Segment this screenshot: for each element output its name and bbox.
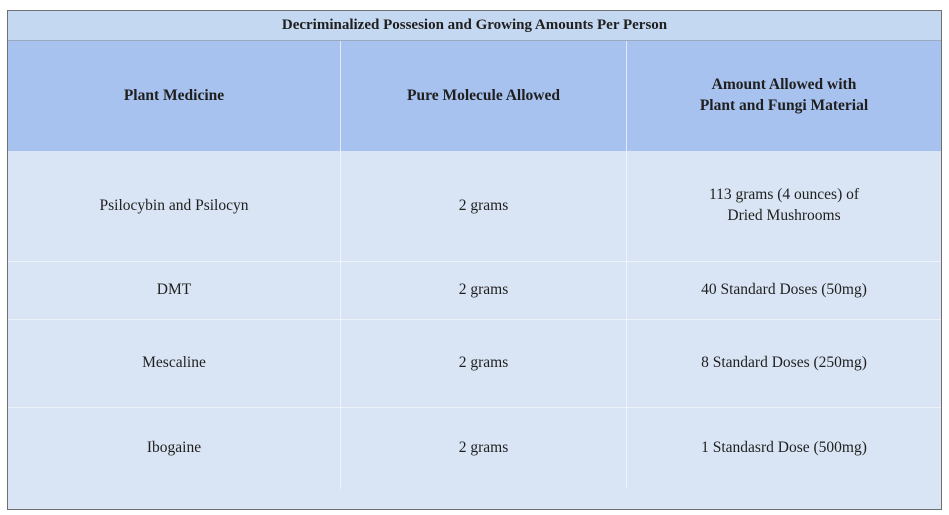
table-title: Decriminalized Possesion and Growing Amo… xyxy=(8,11,941,41)
table-cell-pure: 2 grams xyxy=(341,319,627,407)
possession-amounts-table: Decriminalized Possesion and Growing Amo… xyxy=(7,10,942,510)
table-cell-medicine: Ibogaine xyxy=(8,407,341,489)
table-cell-plant-amount: 8 Standard Doses (250mg) xyxy=(627,319,941,407)
table-cell-plant-amount-line1: 113 grams (4 ounces) of xyxy=(708,186,860,204)
header-pure-molecule: Pure Molecule Allowed xyxy=(341,41,627,151)
table-cell-medicine: Psilocybin and Psilocyn xyxy=(8,151,341,261)
header-plant-medicine: Plant Medicine xyxy=(8,41,341,151)
table-cell-pure: 2 grams xyxy=(341,407,627,489)
header-plant-fungi-line2: Plant and Fungi Material xyxy=(699,97,869,114)
table-cell-medicine: DMT xyxy=(8,261,341,319)
table-cell-plant-amount: 113 grams (4 ounces) of Dried Mushrooms xyxy=(627,151,941,261)
table-cell-pure: 2 grams xyxy=(341,261,627,319)
header-plant-fungi-amount: Amount Allowed with Plant and Fungi Mate… xyxy=(627,41,941,151)
table-cell-pure: 2 grams xyxy=(341,151,627,261)
table-cell-plant-amount: 40 Standard Doses (50mg) xyxy=(627,261,941,319)
table-cell-medicine: Mescaline xyxy=(8,319,341,407)
table-cell-plant-amount-line2: Dried Mushrooms xyxy=(727,207,841,224)
table-cell-plant-amount: 1 Standasrd Dose (500mg) xyxy=(627,407,941,489)
header-plant-fungi-line1: Amount Allowed with xyxy=(711,76,857,94)
